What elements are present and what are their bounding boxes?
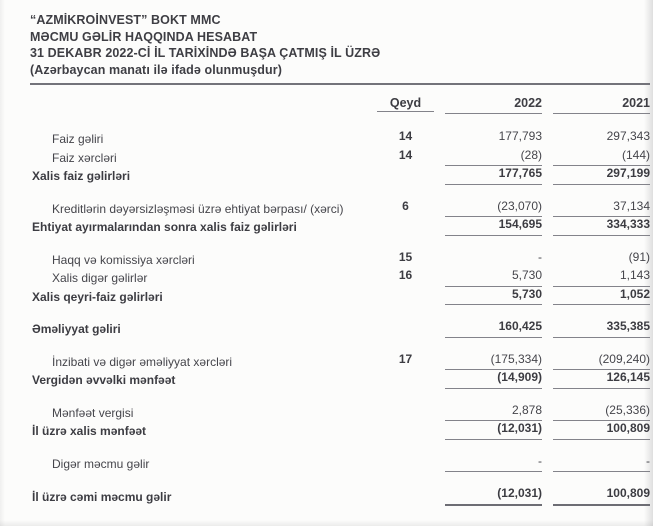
row-value-2022: 160,425 — [445, 319, 542, 338]
row-value-2022: - — [538, 249, 542, 264]
row-label: Ehtiyat ayırmalarından sonra xalis faiz … — [32, 220, 297, 234]
table-row: Digər məcmu gəlir - - — [30, 454, 650, 472]
row-value-2021: 1,143 — [553, 268, 650, 287]
row-label: Faiz gəliri — [52, 132, 104, 146]
table-row: Xalis digər gəlirlər 16 5,730 1,143 — [30, 268, 650, 287]
row-label: İl üzrə cəmi məcmu gəlir — [32, 490, 172, 504]
row-label: Kreditlərin dəyərsizləşməsi üzrə ehtiyat… — [52, 201, 344, 216]
row-value-2022: - — [445, 454, 542, 472]
row-value-2021: 297,343 — [606, 129, 650, 143]
table-row: Ehtiyat ayırmalarından sonra xalis faiz … — [30, 217, 650, 236]
scan-edge-left — [0, 0, 5, 526]
row-note: 17 — [398, 351, 413, 366]
row-note: 14 — [398, 147, 413, 162]
row-value-2021: 126,145 — [553, 370, 650, 389]
row-label: Faiz xərcləri — [52, 150, 117, 165]
report-period: 31 DEKABR 2022-Cİ İL TARİXİNDƏ BAŞA ÇATM… — [30, 46, 381, 60]
row-value-2022: (175,334) — [445, 352, 542, 370]
table-row: Haqq və komissiya xərcləri 15 - (91) — [30, 250, 650, 269]
column-header-2022: 2022 — [445, 95, 542, 114]
scan-edge-bottom — [0, 520, 653, 526]
table-row: İl üzrə xalis mənfəət (12,031) 100,809 — [30, 421, 650, 440]
table-row: Mənfəət vergisi 2,878 (25,336) — [30, 403, 650, 421]
row-value-2022: 177,793 — [498, 129, 542, 143]
row-note: 14 — [398, 129, 413, 143]
row-label: Digər məcmu gəlir — [52, 456, 150, 471]
header-divider — [30, 83, 650, 85]
row-label: Əməliyyat gəliri — [32, 322, 121, 336]
row-value-2021: (91) — [628, 249, 650, 264]
row-value-2021: (25,336) — [553, 403, 650, 421]
table-row: Vergidən əvvəlki mənfəət (14,909) 126,14… — [30, 370, 650, 389]
row-value-2022: 2,878 — [445, 403, 542, 421]
row-value-2021: 100,809 — [553, 486, 650, 506]
row-value-2022: 177,765 — [445, 166, 542, 185]
document-header: “AZMİKROİNVEST” BOKT MMC MƏCMU GƏLİR HAQ… — [30, 12, 650, 78]
row-label: Vergidən əvvəlki mənfəət — [32, 373, 176, 387]
row-value-2021: 37,134 — [553, 199, 650, 217]
row-value-2022: (12,031) — [445, 421, 542, 440]
row-label: Haqq və komissiya xərcləri — [52, 252, 195, 267]
row-value-2021: (209,240) — [553, 352, 650, 370]
scan-edge-right — [644, 0, 653, 526]
table-column-headers: Qeyd 2022 2021 — [30, 95, 650, 114]
table-row: Kreditlərin dəyərsizləşməsi üzrə ehtiyat… — [30, 198, 650, 217]
row-value-2022: 5,730 — [445, 287, 542, 305]
row-value-2021: - — [553, 454, 650, 472]
row-note: 6 — [402, 198, 409, 213]
currency-note: (Azərbaycan manatı ilə ifadə olunmuşdur) — [30, 62, 282, 77]
table-row: Xalis faiz gəlirləri 177,765 297,199 — [30, 166, 650, 185]
company-name: “AZMİKROİNVEST” BOKT MMC — [30, 13, 221, 27]
column-header-note: Qeyd — [377, 95, 434, 112]
column-header-2021: 2021 — [553, 95, 650, 114]
row-value-2022: 5,730 — [445, 268, 542, 287]
row-value-2021: (144) — [553, 148, 650, 166]
row-value-2021: 297,199 — [553, 166, 650, 185]
row-label: İnzibati və digər əməliyyat xərcləri — [52, 354, 233, 369]
table-row: Faiz xərcləri 14 (28) (144) — [30, 147, 650, 166]
row-value-2022: (14,909) — [445, 370, 542, 389]
row-value-2021: 335,385 — [553, 319, 650, 338]
row-label: Xalis faiz gəlirləri — [32, 169, 131, 183]
table-row: Faiz gəliri 14 177,793 297,343 — [30, 129, 650, 148]
row-label: Xalis digər gəlirlər — [52, 271, 148, 285]
row-value-2021: 100,809 — [553, 421, 650, 440]
table-row: Xalis qeyri-faiz gəlirləri 5,730 1,052 — [30, 287, 650, 305]
row-label: Mənfəət vergisi — [52, 405, 134, 420]
row-label: İl üzrə xalis mənfəət — [32, 424, 147, 438]
row-label: Xalis qeyri-faiz gəlirləri — [32, 289, 163, 304]
table-body: Faiz gəliri 14 177,793 297,343 Faiz xərc… — [30, 129, 650, 506]
row-value-2022: (28) — [445, 148, 542, 166]
row-value-2022: (12,031) — [445, 486, 542, 506]
table-row: İnzibati və digər əməliyyat xərcləri 17 … — [30, 351, 650, 370]
table-row: İl üzrə cəmi məcmu gəlir (12,031) 100,80… — [30, 486, 650, 506]
row-value-2021: 1,052 — [553, 287, 650, 305]
row-note: 15 — [398, 249, 413, 264]
row-value-2022: 154,695 — [445, 217, 542, 236]
report-title: MƏCMU GƏLİR HAQQINDA HESABAT — [30, 29, 258, 44]
row-value-2022: (23,070) — [445, 199, 542, 217]
table-row: Əməliyyat gəliri 160,425 335,385 — [30, 319, 650, 338]
row-note: 16 — [398, 268, 413, 282]
row-value-2021: 334,333 — [553, 217, 650, 236]
income-statement-document: “AZMİKROİNVEST” BOKT MMC MƏCMU GƏLİR HAQ… — [30, 12, 650, 506]
